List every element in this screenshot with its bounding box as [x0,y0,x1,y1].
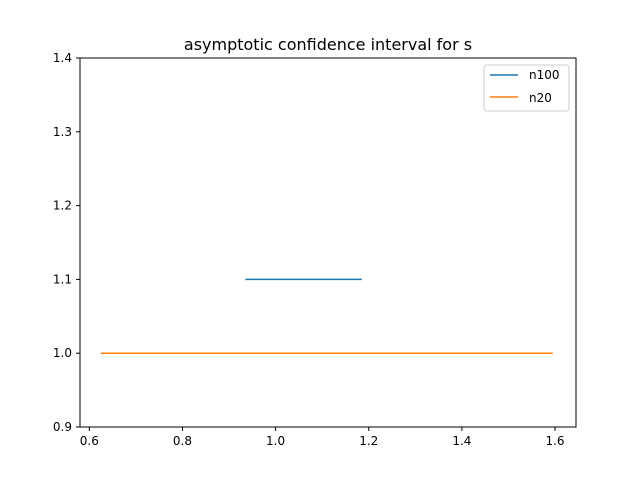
y-tick-label: 1.2 [53,199,72,213]
x-tick-label: 0.8 [173,434,192,448]
x-tick-label: 1.2 [359,434,378,448]
y-tick-label: 1.0 [53,346,72,360]
plot-area [80,58,576,427]
y-tick-label: 1.1 [53,272,72,286]
y-tick-label: 0.9 [53,420,72,434]
legend-label-n20: n20 [529,91,552,105]
series-layer [100,278,553,354]
plot-frame [79,57,577,428]
legend-box [483,64,570,112]
x-tick-label: 0.6 [80,434,99,448]
chart-title: asymptotic confidence interval for s [184,35,472,54]
y-tick-label: 1.4 [53,51,72,65]
legend-label-n100: n100 [529,68,560,82]
y-axis: 0.9 1.0 1.1 1.2 1.3 1.4 [53,51,80,434]
x-tick-label: 1.0 [266,434,285,448]
x-tick-label: 1.4 [452,434,471,448]
legend: n100 n20 [483,64,570,112]
x-tick-label: 1.6 [545,434,564,448]
x-axis: 0.6 0.8 1.0 1.2 1.4 1.6 [80,427,565,448]
y-tick-label: 1.3 [53,125,72,139]
